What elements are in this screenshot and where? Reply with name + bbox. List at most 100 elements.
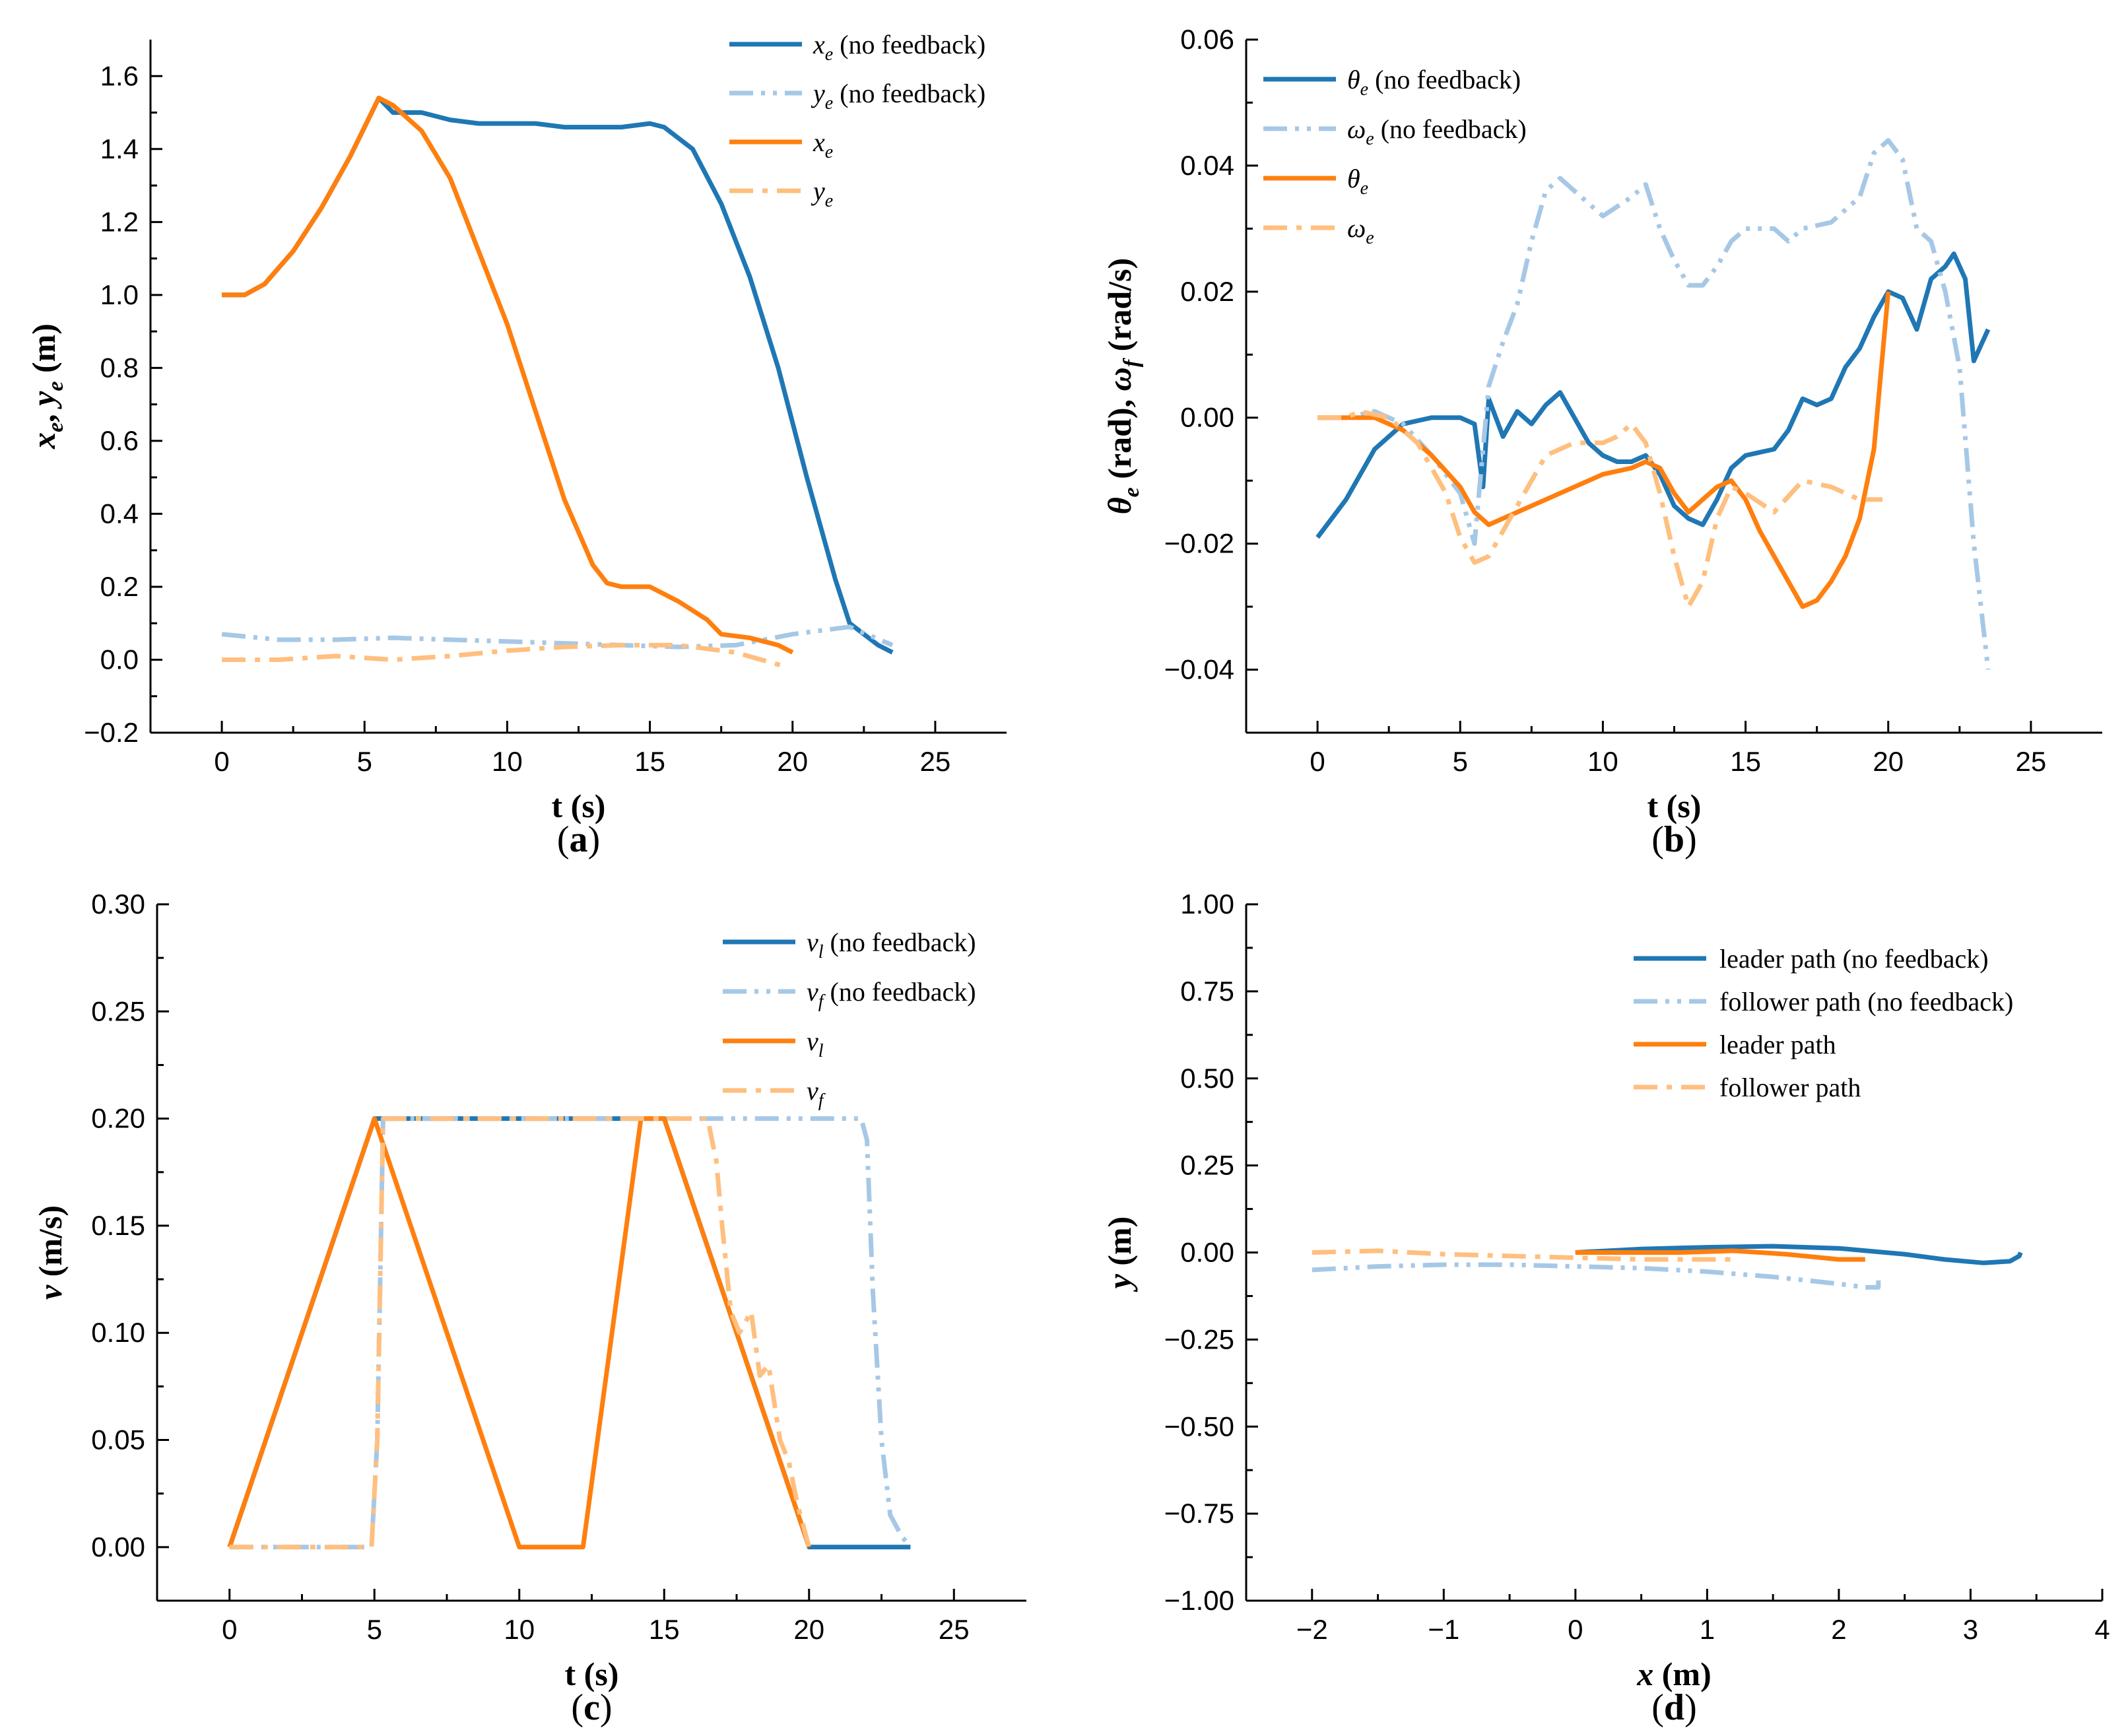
chart-panel-a: 0 5 10 15 20 25 −0.2 0.0 0.2 0.4 0.6 0.8 1.0 1.2 1.4 1.… [25,30,1007,860]
panel-label: (b) [1651,819,1696,860]
legend-label: vf (no feedback) [807,977,976,1012]
y-tick-label: 0.30 [91,888,145,919]
x-axis-label: x (m) [1636,1655,1711,1692]
legend: θe (no feedback) ωe (no feedback) θe ωe [1263,65,1527,248]
y-axis-label: xe, ye (m) [25,323,68,450]
y-tick-label: −1.00 [1164,1585,1234,1616]
legend-label: vf [807,1076,826,1111]
series-line-2 [1317,138,1991,670]
x-tick-label: −1 [1428,1614,1459,1645]
x-tick-label: 15 [634,746,665,777]
x-tick-label: 0 [1568,1614,1583,1645]
legend-label: ye (no feedback) [811,79,985,114]
legend-label: vl (no feedback) [807,927,976,962]
x-axis-label: t (s) [552,787,606,824]
y-tick-label: 0.6 [100,425,139,456]
x-tick-label: 20 [1873,746,1904,777]
legend-label: xe [813,127,833,162]
panel-label: (d) [1651,1687,1696,1728]
x-tick-label: 1 [1700,1614,1715,1645]
y-tick-label: 0.4 [100,498,139,529]
panel-label: (c) [571,1687,612,1728]
y-axis-label: θe (rad), ωf (rad/s) [1101,258,1144,515]
legend-label: follower path [1719,1073,1861,1102]
x-tick-label: 10 [492,746,523,777]
y-tick-label: 0.50 [1180,1063,1234,1094]
legend-label: xe (no feedback) [813,30,985,65]
x-tick-label: 4 [2094,1614,2110,1645]
y-tick-label: −0.50 [1164,1411,1234,1442]
x-tick-label: 10 [1587,746,1618,777]
legend-label: θe [1347,164,1368,199]
y-tick-label: 1.6 [100,60,139,91]
series-line-2 [229,1116,913,1550]
series-line-4 [1312,1248,1734,1262]
y-tick-label: 0.25 [1180,1150,1234,1181]
y-tick-label: −0.2 [84,717,139,748]
series-line-1 [222,95,894,655]
series-line-1 [1575,1244,2023,1265]
series-line-4 [229,1116,812,1550]
x-tick-label: 5 [357,746,372,777]
chart-panel-d: −2 −1 0 1 2 3 4 −1.00 −0.75 −0.50 −0.25 0.00 0.25 0.5… [1101,888,2110,1728]
legend: vl (no feedback) vf (no feedback) vl vf [723,927,976,1111]
chart-panel-b: 0 5 10 15 20 25 −0.04 −0.02 0.00 0.02 0.04 0.06 θe (… [1101,24,2102,860]
y-tick-label: −0.02 [1164,528,1234,559]
y-tick-label: 0.06 [1180,24,1234,55]
y-tick-label: 0.20 [91,1103,145,1134]
series-line-3 [227,1116,812,1550]
x-tick-label: 25 [920,746,951,777]
legend: xe (no feedback) ye (no feedback) xe ye [729,30,985,211]
x-tick-label: 3 [1963,1614,1978,1645]
y-tick-label: 1.2 [100,206,139,237]
y-tick-label: 0.00 [91,1531,145,1562]
legend-label: ωe (no feedback) [1347,114,1527,149]
y-tick-label: −0.75 [1164,1498,1234,1529]
legend-label: ωe [1347,213,1374,248]
y-tick-label: −0.04 [1164,654,1234,685]
legend-label: leader path [1719,1030,1836,1059]
y-tick-label: 0.8 [100,352,139,383]
x-tick-label: 10 [504,1614,535,1645]
y-tick-label: 0.05 [91,1424,145,1455]
y-tick-label: 0.25 [91,995,145,1026]
chart-panel-c: 0 5 10 15 20 25 0.00 0.05 0.10 0.15 0.20 0.25 0.30 vl… [32,888,1026,1728]
x-tick-label: 25 [2016,746,2047,777]
series-line-3 [1317,291,1891,609]
legend-label: θe (no feedback) [1347,65,1521,100]
x-tick-label: 0 [222,1614,237,1645]
y-tick-label: 1.4 [100,133,139,164]
x-axis-label: t (s) [565,1655,619,1692]
panel-label: (a) [557,819,600,860]
legend: leader path (no feedback) follower path (… [1634,944,2013,1102]
legend-label: ye [811,176,833,211]
y-tick-label: −0.25 [1164,1323,1234,1354]
legend-label: follower path (no feedback) [1719,987,2013,1017]
x-axis-label: t (s) [1647,787,1702,824]
series-line-1 [227,1116,911,1550]
series-line-2 [221,624,894,650]
x-tick-label: 2 [1831,1614,1846,1645]
x-tick-label: 0 [214,746,229,777]
series-line-3 [1575,1248,1865,1262]
y-tick-label: 0.10 [91,1317,145,1348]
legend-label: vl [807,1026,824,1061]
x-tick-label: 25 [939,1614,970,1645]
series-line-4 [1317,409,1883,609]
series-line-1 [1315,251,1991,539]
x-tick-label: 15 [649,1614,680,1645]
x-tick-label: 20 [777,746,808,777]
x-tick-label: 20 [793,1614,824,1645]
y-tick-label: 0.15 [91,1210,145,1241]
x-tick-label: 15 [1730,746,1761,777]
y-tick-label: 1.0 [100,279,139,310]
y-tick-label: 0.00 [1180,1237,1234,1268]
y-axis-label: v (m/s) [32,1205,69,1300]
y-tick-label: 0.2 [100,571,139,602]
x-tick-label: −2 [1296,1614,1328,1645]
y-tick-label: 1.00 [1180,888,1234,919]
series-line-4 [222,642,788,669]
y-tick-label: 0.75 [1180,976,1234,1007]
y-tick-label: 0.0 [100,644,139,675]
